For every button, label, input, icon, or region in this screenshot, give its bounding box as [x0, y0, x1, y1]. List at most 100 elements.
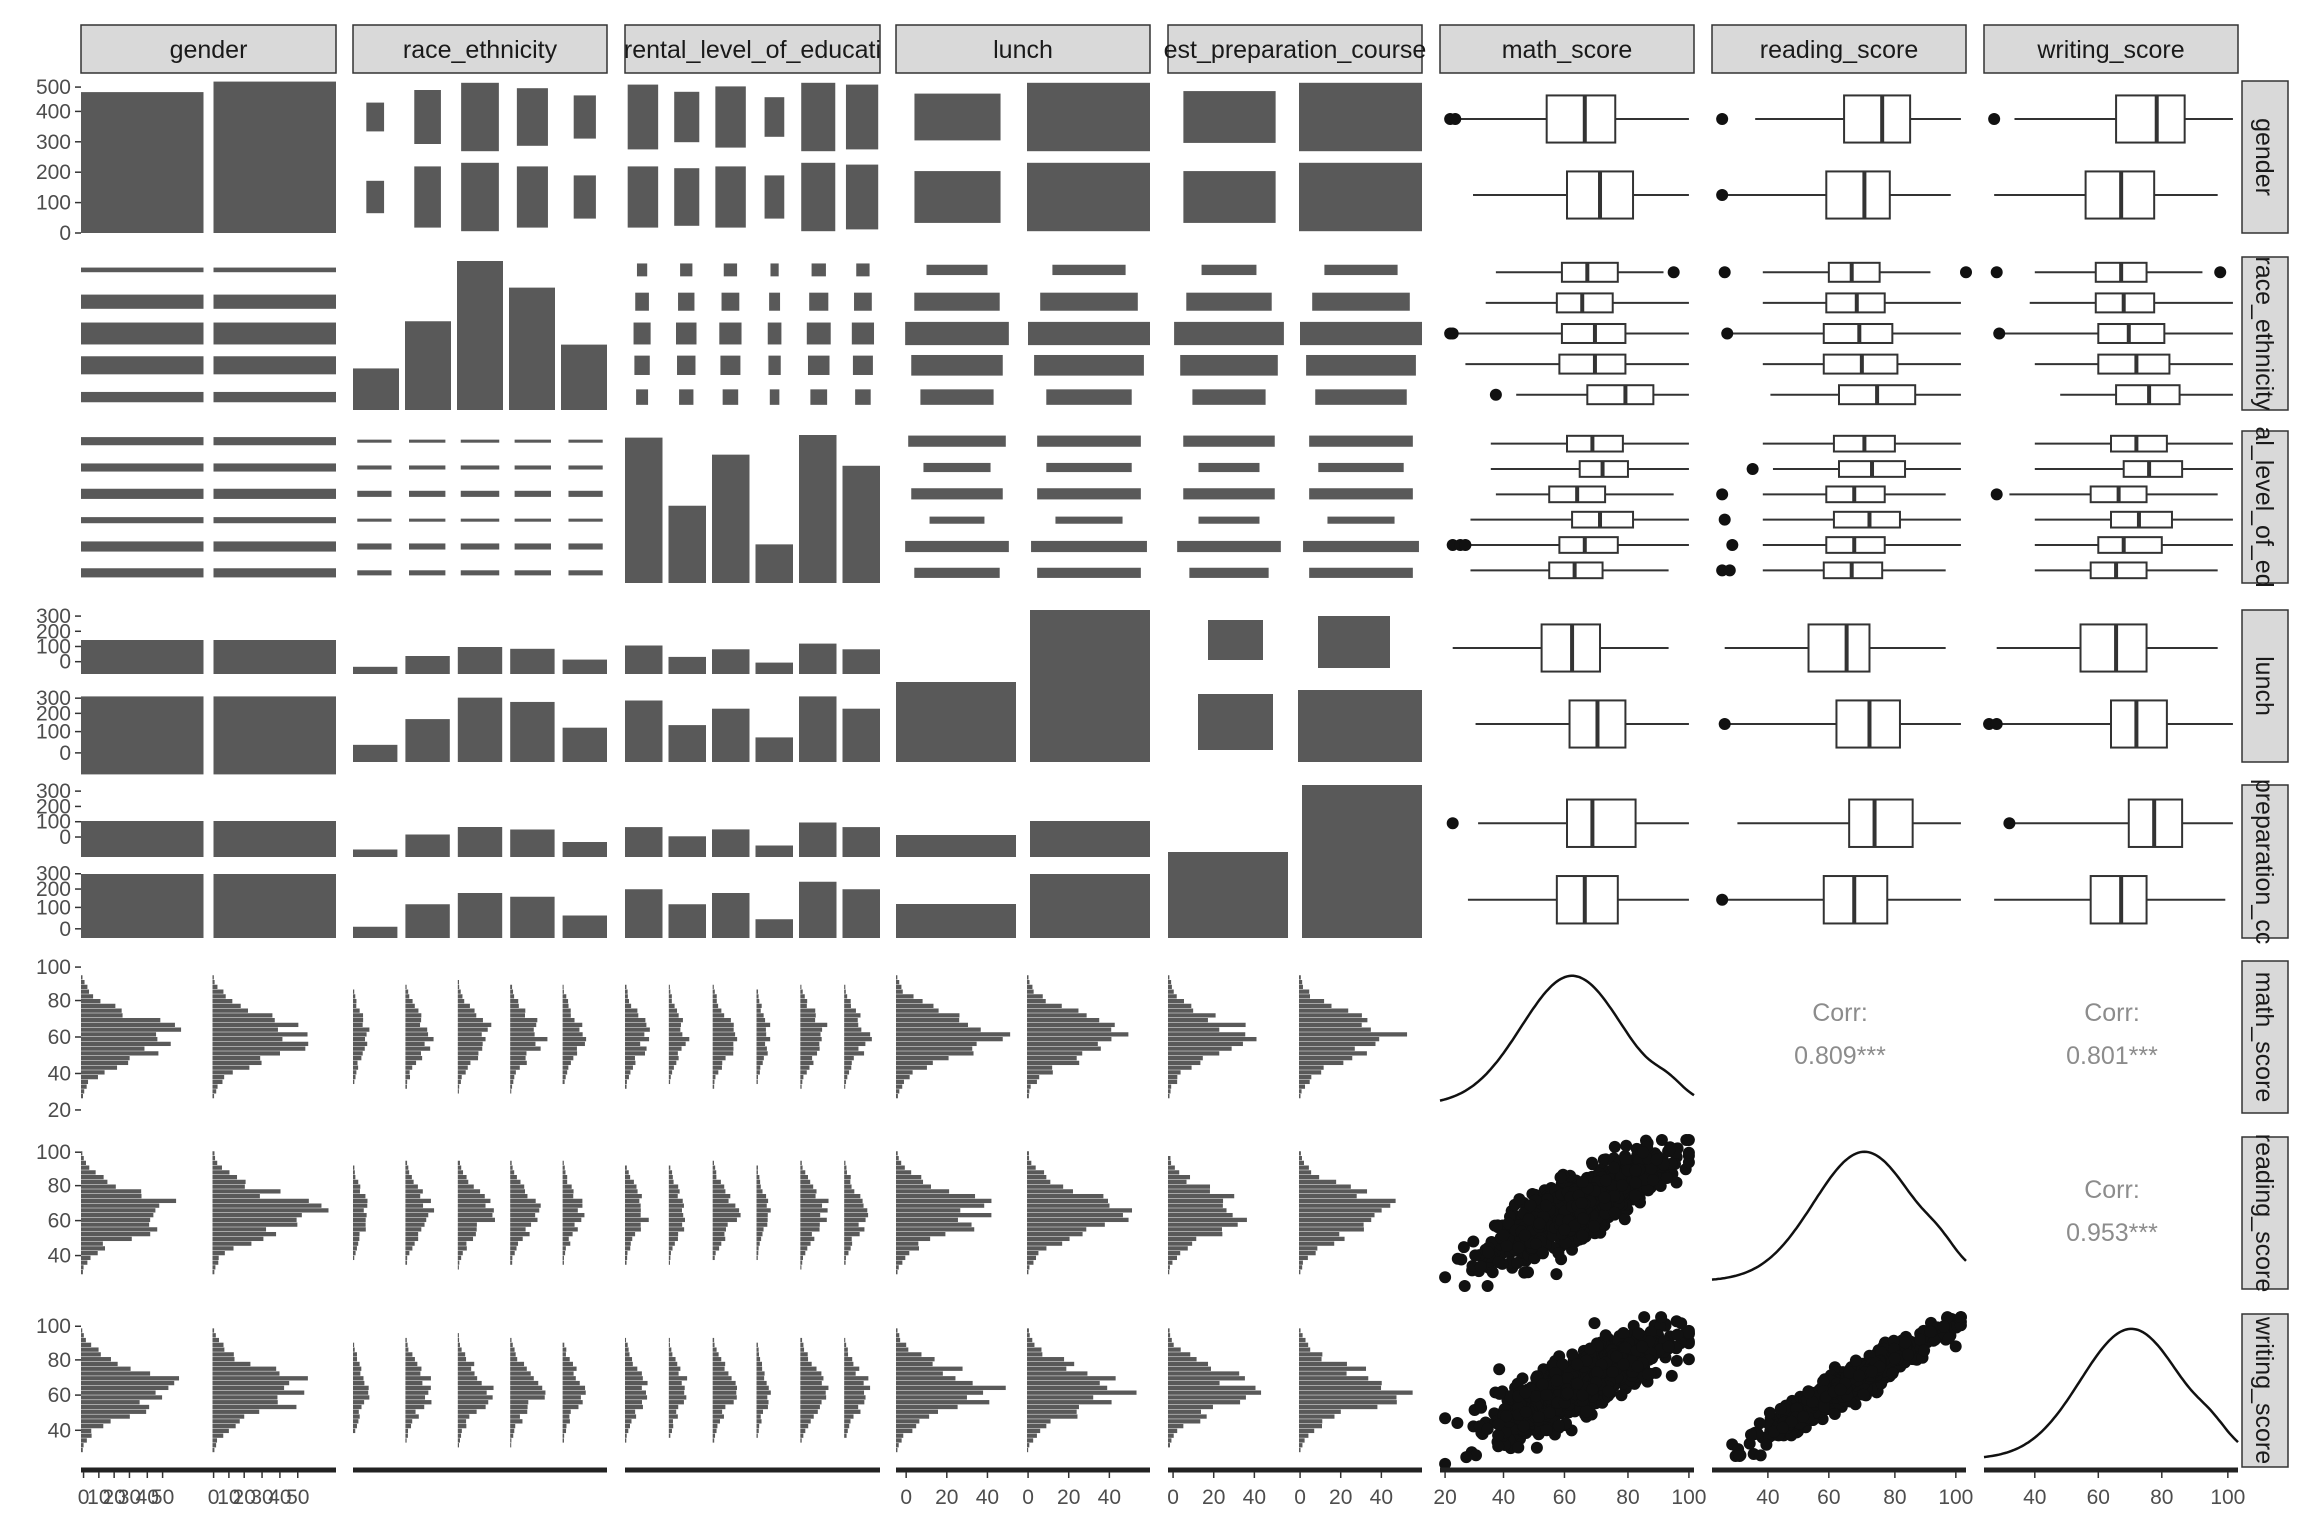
mosaic-cell	[1198, 516, 1260, 524]
hist-bar	[712, 1390, 737, 1395]
hist-bar	[353, 1065, 359, 1070]
hist-bar	[562, 1380, 580, 1386]
hist-bar	[212, 1419, 240, 1424]
scatter-point	[1497, 1229, 1510, 1242]
hist-bar	[844, 1037, 872, 1042]
scatter-point	[1760, 1438, 1773, 1451]
hist-bar	[353, 1342, 355, 1347]
hist-bar	[800, 1385, 829, 1391]
hist-bar	[800, 1423, 809, 1429]
hist-bar	[625, 1404, 643, 1410]
y-tick-label: 300	[36, 131, 71, 154]
hist-bar	[1168, 975, 1170, 980]
hist-bar	[510, 1198, 536, 1204]
boxplot	[1990, 485, 2218, 504]
hist-bar	[81, 1438, 87, 1443]
mosaic-cell	[810, 389, 828, 405]
col-strip-label: reading_score	[1760, 36, 1918, 64]
hist-bar	[896, 1255, 906, 1261]
mosaic-cell	[405, 719, 450, 762]
hist-bar	[668, 1046, 682, 1051]
hist-bar	[405, 1409, 416, 1414]
x-tick-label: 40	[1243, 1486, 1266, 1509]
hist-bar	[844, 1428, 848, 1434]
hist-bar	[1027, 1051, 1083, 1056]
mosaic-cell	[562, 659, 607, 674]
scatter-point	[1543, 1406, 1556, 1419]
hist-bar	[844, 1175, 851, 1180]
hist-bar	[896, 1094, 898, 1099]
hist-bar	[896, 1251, 910, 1256]
hist-bar	[800, 1390, 826, 1395]
mosaic-cell	[914, 93, 1001, 141]
hist-bar	[756, 1217, 768, 1223]
hist-bar	[625, 1236, 633, 1242]
hist-bar	[896, 1428, 913, 1434]
hist-bar	[668, 1260, 670, 1265]
hist-bar	[844, 989, 846, 994]
mosaic-cell	[213, 294, 336, 309]
hist-bar	[712, 1357, 722, 1362]
outlier-point	[1446, 327, 1459, 340]
hist-bar	[800, 1366, 817, 1371]
box-edu-reading	[1716, 434, 1961, 580]
hist-bar	[756, 1400, 769, 1405]
col-strip-label: math_score	[1502, 36, 1633, 64]
hist-bar	[405, 1041, 425, 1047]
row-strip-bg	[2241, 609, 2289, 763]
row-strip-label: lunch	[2250, 656, 2278, 716]
scatter-point	[1586, 1383, 1599, 1396]
hist-bar	[800, 1084, 802, 1089]
hist-bar	[896, 1008, 939, 1013]
mosaic-gender-race	[366, 82, 596, 232]
scatter-point	[1642, 1368, 1654, 1381]
hist-bar	[457, 1198, 491, 1204]
scatter-point	[1522, 1213, 1535, 1226]
hist-bar	[844, 1079, 847, 1085]
boxplot	[1716, 485, 1946, 504]
hist-bar	[844, 994, 848, 999]
hist-bar	[844, 1194, 861, 1199]
hist-bar	[81, 1217, 151, 1223]
hist-bar	[510, 1213, 536, 1218]
hist-bar	[756, 1236, 762, 1242]
mosaic-cell	[1040, 292, 1138, 311]
hist-bar	[562, 1232, 573, 1237]
hist-bar	[756, 1032, 767, 1037]
x-tick-label: 20	[1329, 1486, 1352, 1509]
hist-bar	[405, 1160, 408, 1166]
mosaic-edu-lunch	[905, 435, 1147, 578]
hist-bar	[756, 1179, 761, 1185]
hist-bar	[668, 1227, 685, 1232]
hist-bar	[800, 1255, 803, 1261]
row-strip-label: math_score	[2250, 972, 2278, 1103]
hist-bar	[668, 1008, 678, 1013]
hist-bar	[1299, 1222, 1364, 1227]
hist-bar	[844, 1366, 860, 1371]
hist-bar	[81, 1347, 99, 1352]
hist-bar	[457, 1428, 462, 1434]
x-tick-label: 0	[1294, 1486, 1306, 1509]
x-tick-label: 10	[87, 1486, 110, 1509]
hist-bar	[353, 1194, 366, 1199]
hist-bar	[457, 1032, 482, 1037]
hist-bar	[1168, 1046, 1232, 1051]
hist-bar	[405, 1337, 407, 1343]
scatter-point	[1517, 1420, 1530, 1433]
hist-bar	[212, 1265, 216, 1270]
mosaic-cell	[842, 649, 880, 674]
hist-bar	[712, 1194, 731, 1199]
hist-bar	[668, 1380, 682, 1386]
mosaic-cell	[1180, 354, 1278, 376]
mosaic-cell	[1315, 389, 1407, 405]
hist-bar	[212, 1337, 220, 1343]
hist-bar	[668, 1232, 679, 1237]
hist-bar	[668, 1357, 676, 1362]
hist-bar	[212, 1156, 216, 1161]
hist-bar	[212, 1366, 277, 1371]
scatter-point	[1481, 1422, 1494, 1435]
mosaic-cell	[457, 827, 503, 857]
hist-bar	[457, 1423, 467, 1429]
hist-bar	[625, 1008, 638, 1013]
hist-bar	[896, 1371, 943, 1376]
